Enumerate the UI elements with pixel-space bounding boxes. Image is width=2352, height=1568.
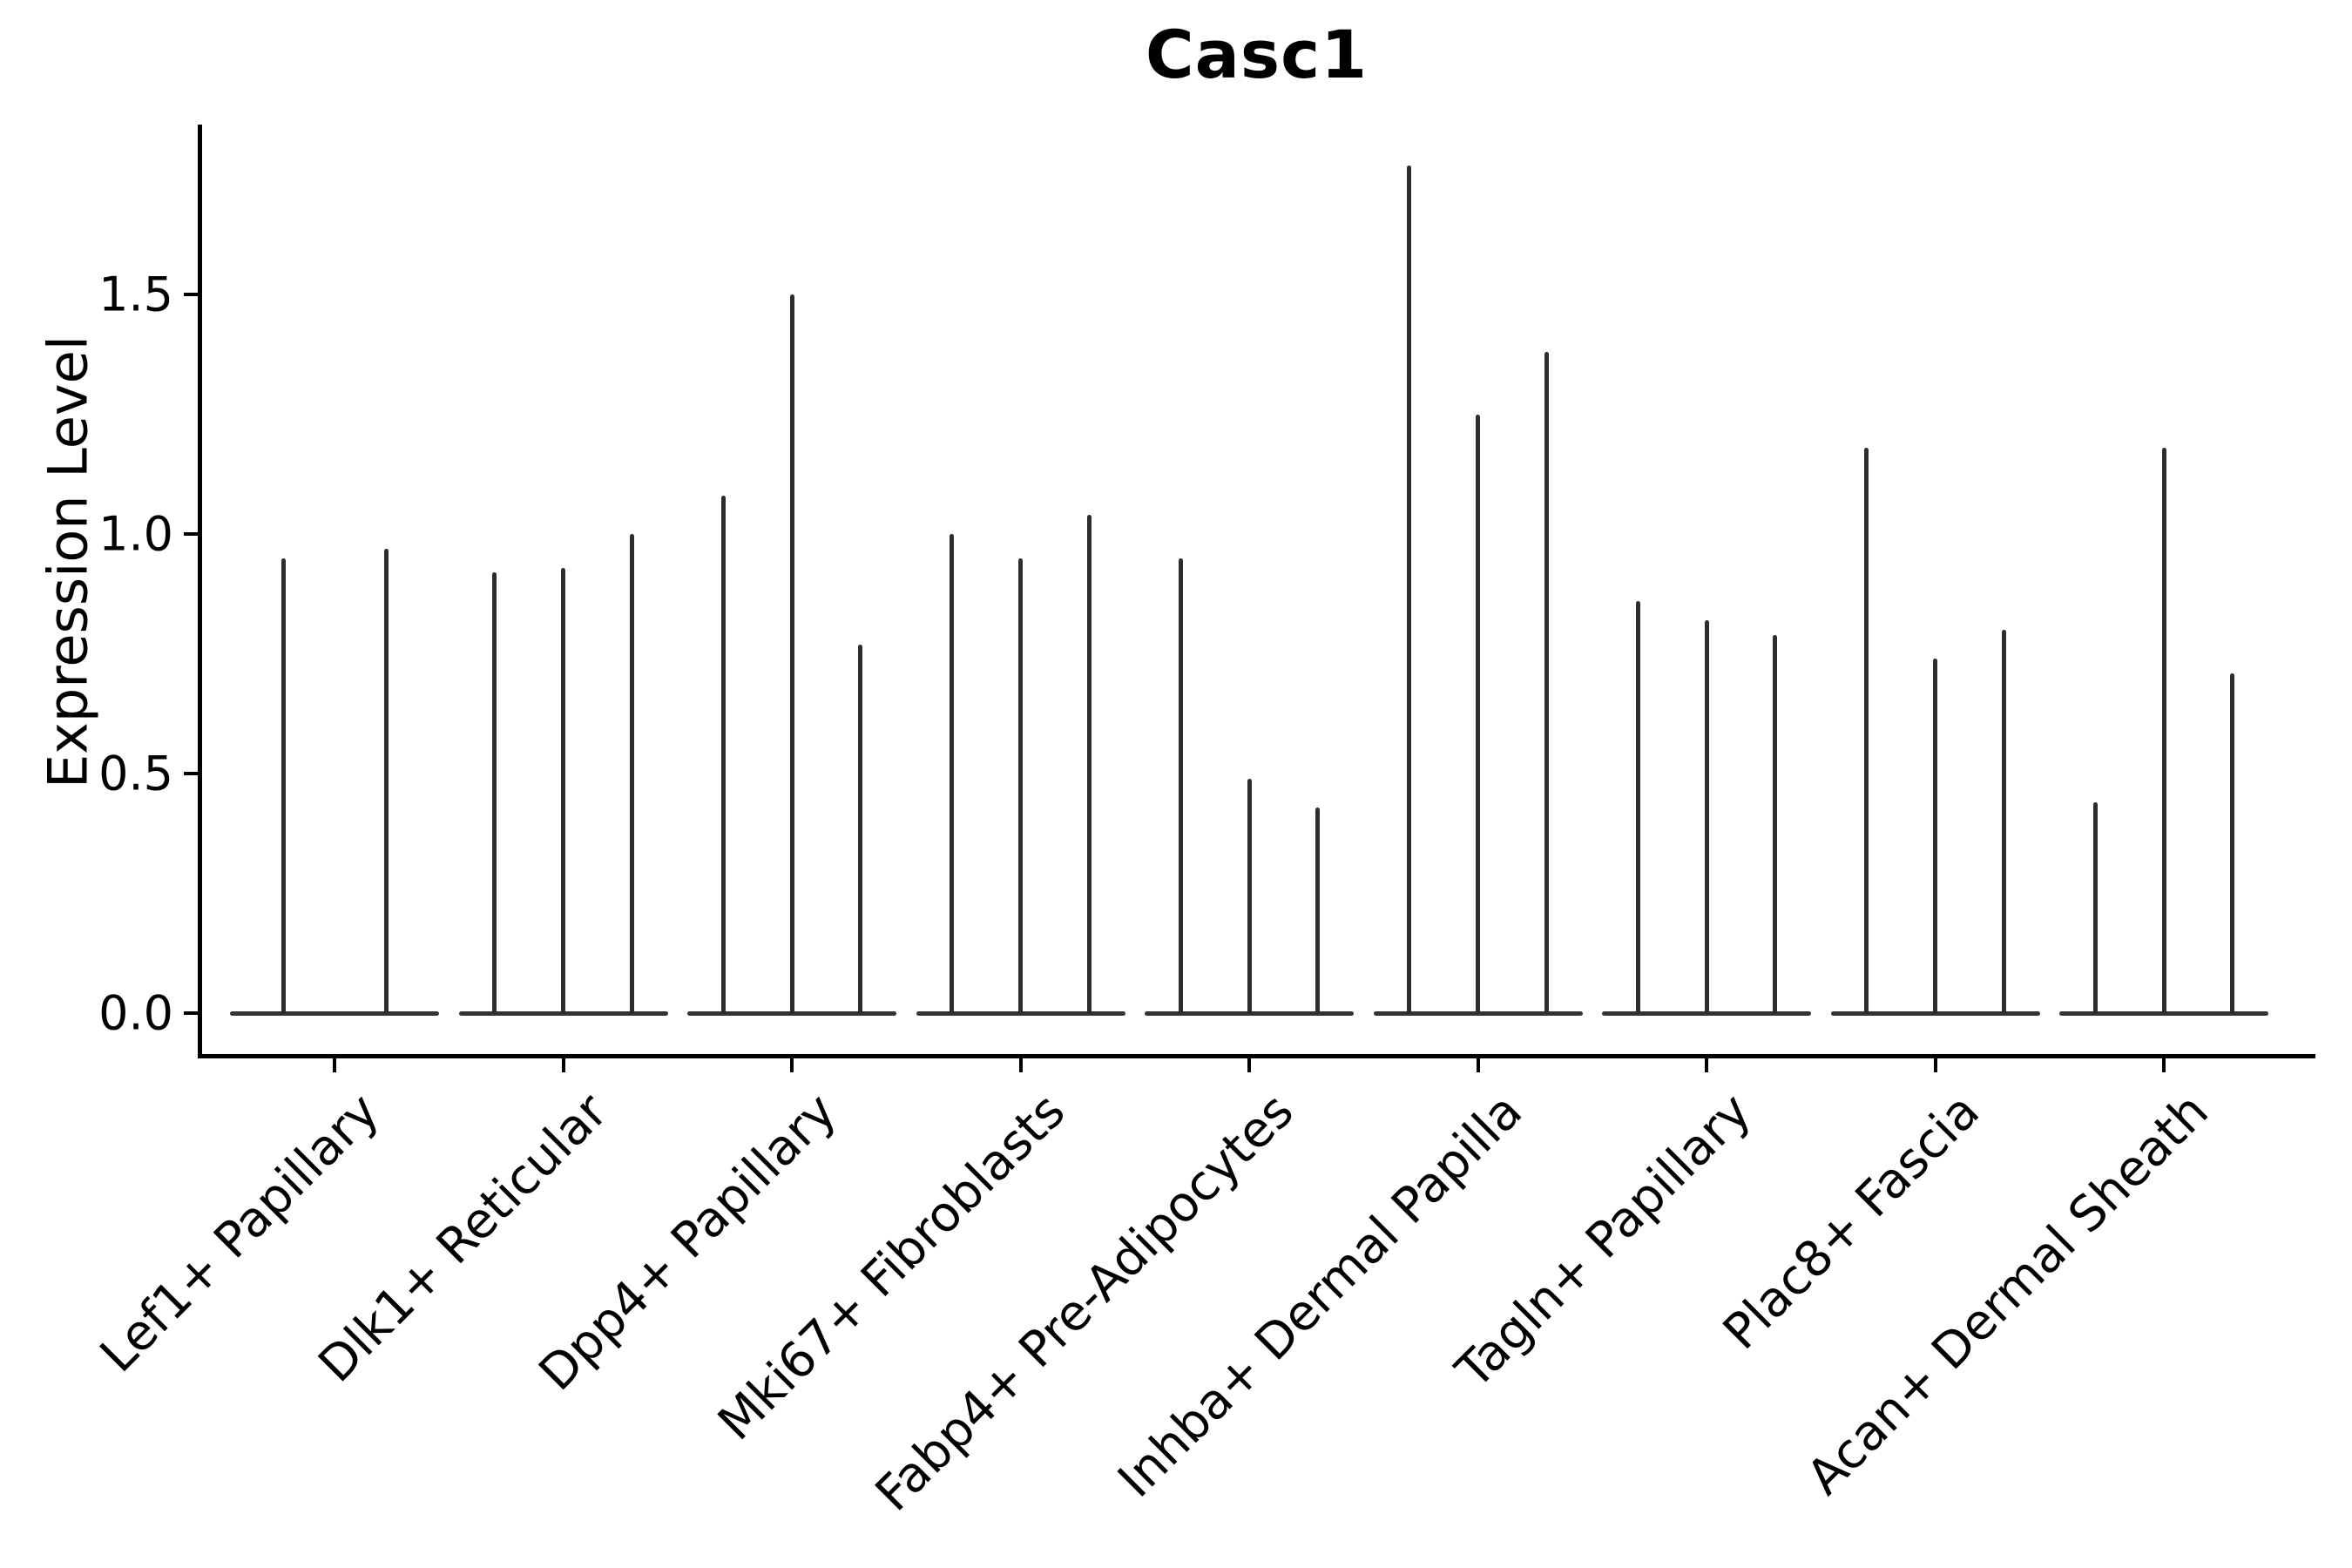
y-tick <box>184 772 198 775</box>
y-tick-label: 1.0 <box>98 506 173 562</box>
violin-spike <box>858 644 863 1013</box>
violin-base <box>1373 1011 1583 1016</box>
violin-spike <box>789 294 794 1013</box>
violin-spike <box>1476 414 1480 1013</box>
violin-spike <box>280 558 286 1013</box>
x-tick-label: Acan+ Dermal Sheath <box>1796 1082 2220 1506</box>
violin-spike <box>561 567 565 1013</box>
y-axis-spine <box>198 124 202 1058</box>
x-tick <box>1247 1058 1251 1072</box>
violin-spike <box>1086 515 1092 1013</box>
x-tick <box>790 1058 794 1072</box>
violin-base <box>916 1011 1125 1016</box>
violin-spike <box>720 496 726 1013</box>
violin-base <box>687 1011 896 1016</box>
violin-base <box>1145 1011 1354 1016</box>
y-tick-label: 0.5 <box>98 746 173 801</box>
y-tick <box>184 532 198 536</box>
x-tick <box>333 1058 336 1072</box>
violin-spike <box>1635 601 1640 1013</box>
violin-base <box>1602 1011 1811 1016</box>
violin-spike <box>1864 448 1869 1013</box>
x-tick <box>561 1058 565 1072</box>
violin-spike <box>1178 558 1183 1013</box>
violin-base <box>230 1011 439 1016</box>
violin-spike <box>2092 802 2098 1013</box>
violin-base <box>1830 1011 2040 1016</box>
y-tick-label: 0.0 <box>98 985 173 1041</box>
violin-spike <box>1933 659 1937 1013</box>
x-axis-spine <box>198 1053 2315 1058</box>
violin-spike <box>1407 165 1412 1013</box>
x-tick <box>1705 1058 1708 1072</box>
violin-spike <box>2230 672 2235 1013</box>
violin-spike <box>383 548 389 1013</box>
violin-spike <box>1773 634 1778 1013</box>
x-tick <box>1018 1058 1023 1072</box>
violin-spike <box>1247 778 1252 1013</box>
violin-spike <box>2001 630 2006 1013</box>
y-axis-label: Expression Level <box>36 335 100 788</box>
violin-spike <box>492 572 497 1013</box>
violin-spike <box>1544 352 1549 1013</box>
x-tick-label: Fabp4+ Pre-Adipocytes <box>865 1082 1305 1523</box>
violin-spike <box>950 534 955 1013</box>
x-tick <box>1476 1058 1480 1072</box>
x-tick <box>1933 1058 1937 1072</box>
violin-spike <box>1018 558 1023 1013</box>
violin-spike <box>1704 620 1709 1013</box>
chart-title: Casc1 <box>1145 16 1369 93</box>
violin-spike <box>629 534 634 1013</box>
x-tick-label: Inhba+ Dermal Papilla <box>1107 1082 1534 1509</box>
violin-base <box>2059 1011 2268 1016</box>
violin-base <box>458 1011 668 1016</box>
y-tick <box>184 1011 198 1015</box>
y-tick <box>184 293 198 296</box>
y-tick-label: 1.5 <box>98 267 173 322</box>
violin-spike <box>2161 448 2166 1013</box>
x-tick <box>2162 1058 2166 1072</box>
violin-spike <box>1315 807 1321 1013</box>
